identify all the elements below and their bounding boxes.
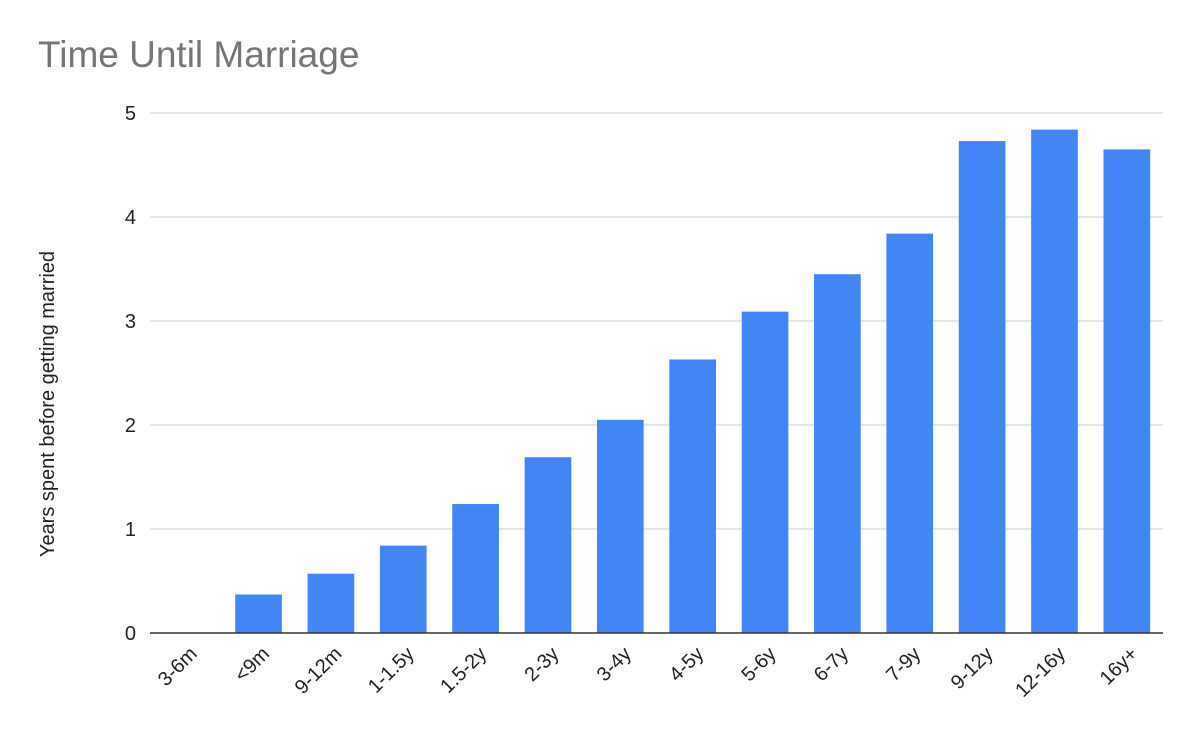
bar [379, 545, 427, 633]
x-tick-label: 3-4y [593, 643, 636, 686]
x-tick-label: 3-6m [154, 643, 202, 691]
x-tick-label: 7-9y [882, 643, 925, 686]
x-tick-label: 16y+ [1096, 643, 1143, 690]
y-tick-label: 1 [125, 519, 136, 541]
x-tick-label: 1.5-2y [436, 643, 491, 698]
bars [235, 129, 1151, 633]
bar [958, 141, 1006, 633]
x-axis-ticks: 3-6m <9m 9-12m 1-1.5y 1.5-2y 2-3y 3-4y 4-5y 5-6y… [154, 643, 1142, 702]
bar [235, 594, 282, 633]
y-tick-label: 4 [125, 207, 136, 229]
bar [452, 504, 499, 633]
bar [596, 419, 644, 633]
gridlines [150, 112, 1163, 530]
chart-title: Time Until Marriage [38, 34, 360, 75]
x-tick-label: 9-12m [291, 643, 347, 699]
x-tick-label: 6-7y [810, 643, 853, 686]
x-tick-label: 4-5y [665, 643, 708, 686]
bar [886, 233, 934, 633]
x-tick-label: 12-16y [1011, 643, 1070, 702]
bar [741, 311, 789, 633]
y-axis-title: Years spent before getting married [37, 251, 59, 557]
x-tick-label: <9m [231, 643, 274, 686]
y-tick-label: 0 [125, 623, 136, 645]
x-tick-label: 5-6y [738, 643, 781, 686]
x-tick-label: 2-3y [520, 643, 563, 686]
bar [814, 274, 861, 633]
y-axis-ticks: 0 1 2 3 4 5 [125, 103, 136, 645]
bar [1103, 149, 1151, 633]
bar [524, 457, 572, 633]
y-tick-label: 3 [125, 311, 136, 333]
bar [669, 359, 717, 633]
bar [307, 573, 355, 633]
y-tick-label: 2 [125, 415, 136, 437]
y-tick-label: 5 [125, 103, 136, 125]
x-tick-label: 1-1.5y [364, 643, 419, 698]
x-tick-label: 9-12y [947, 643, 998, 694]
bar [1031, 129, 1078, 633]
